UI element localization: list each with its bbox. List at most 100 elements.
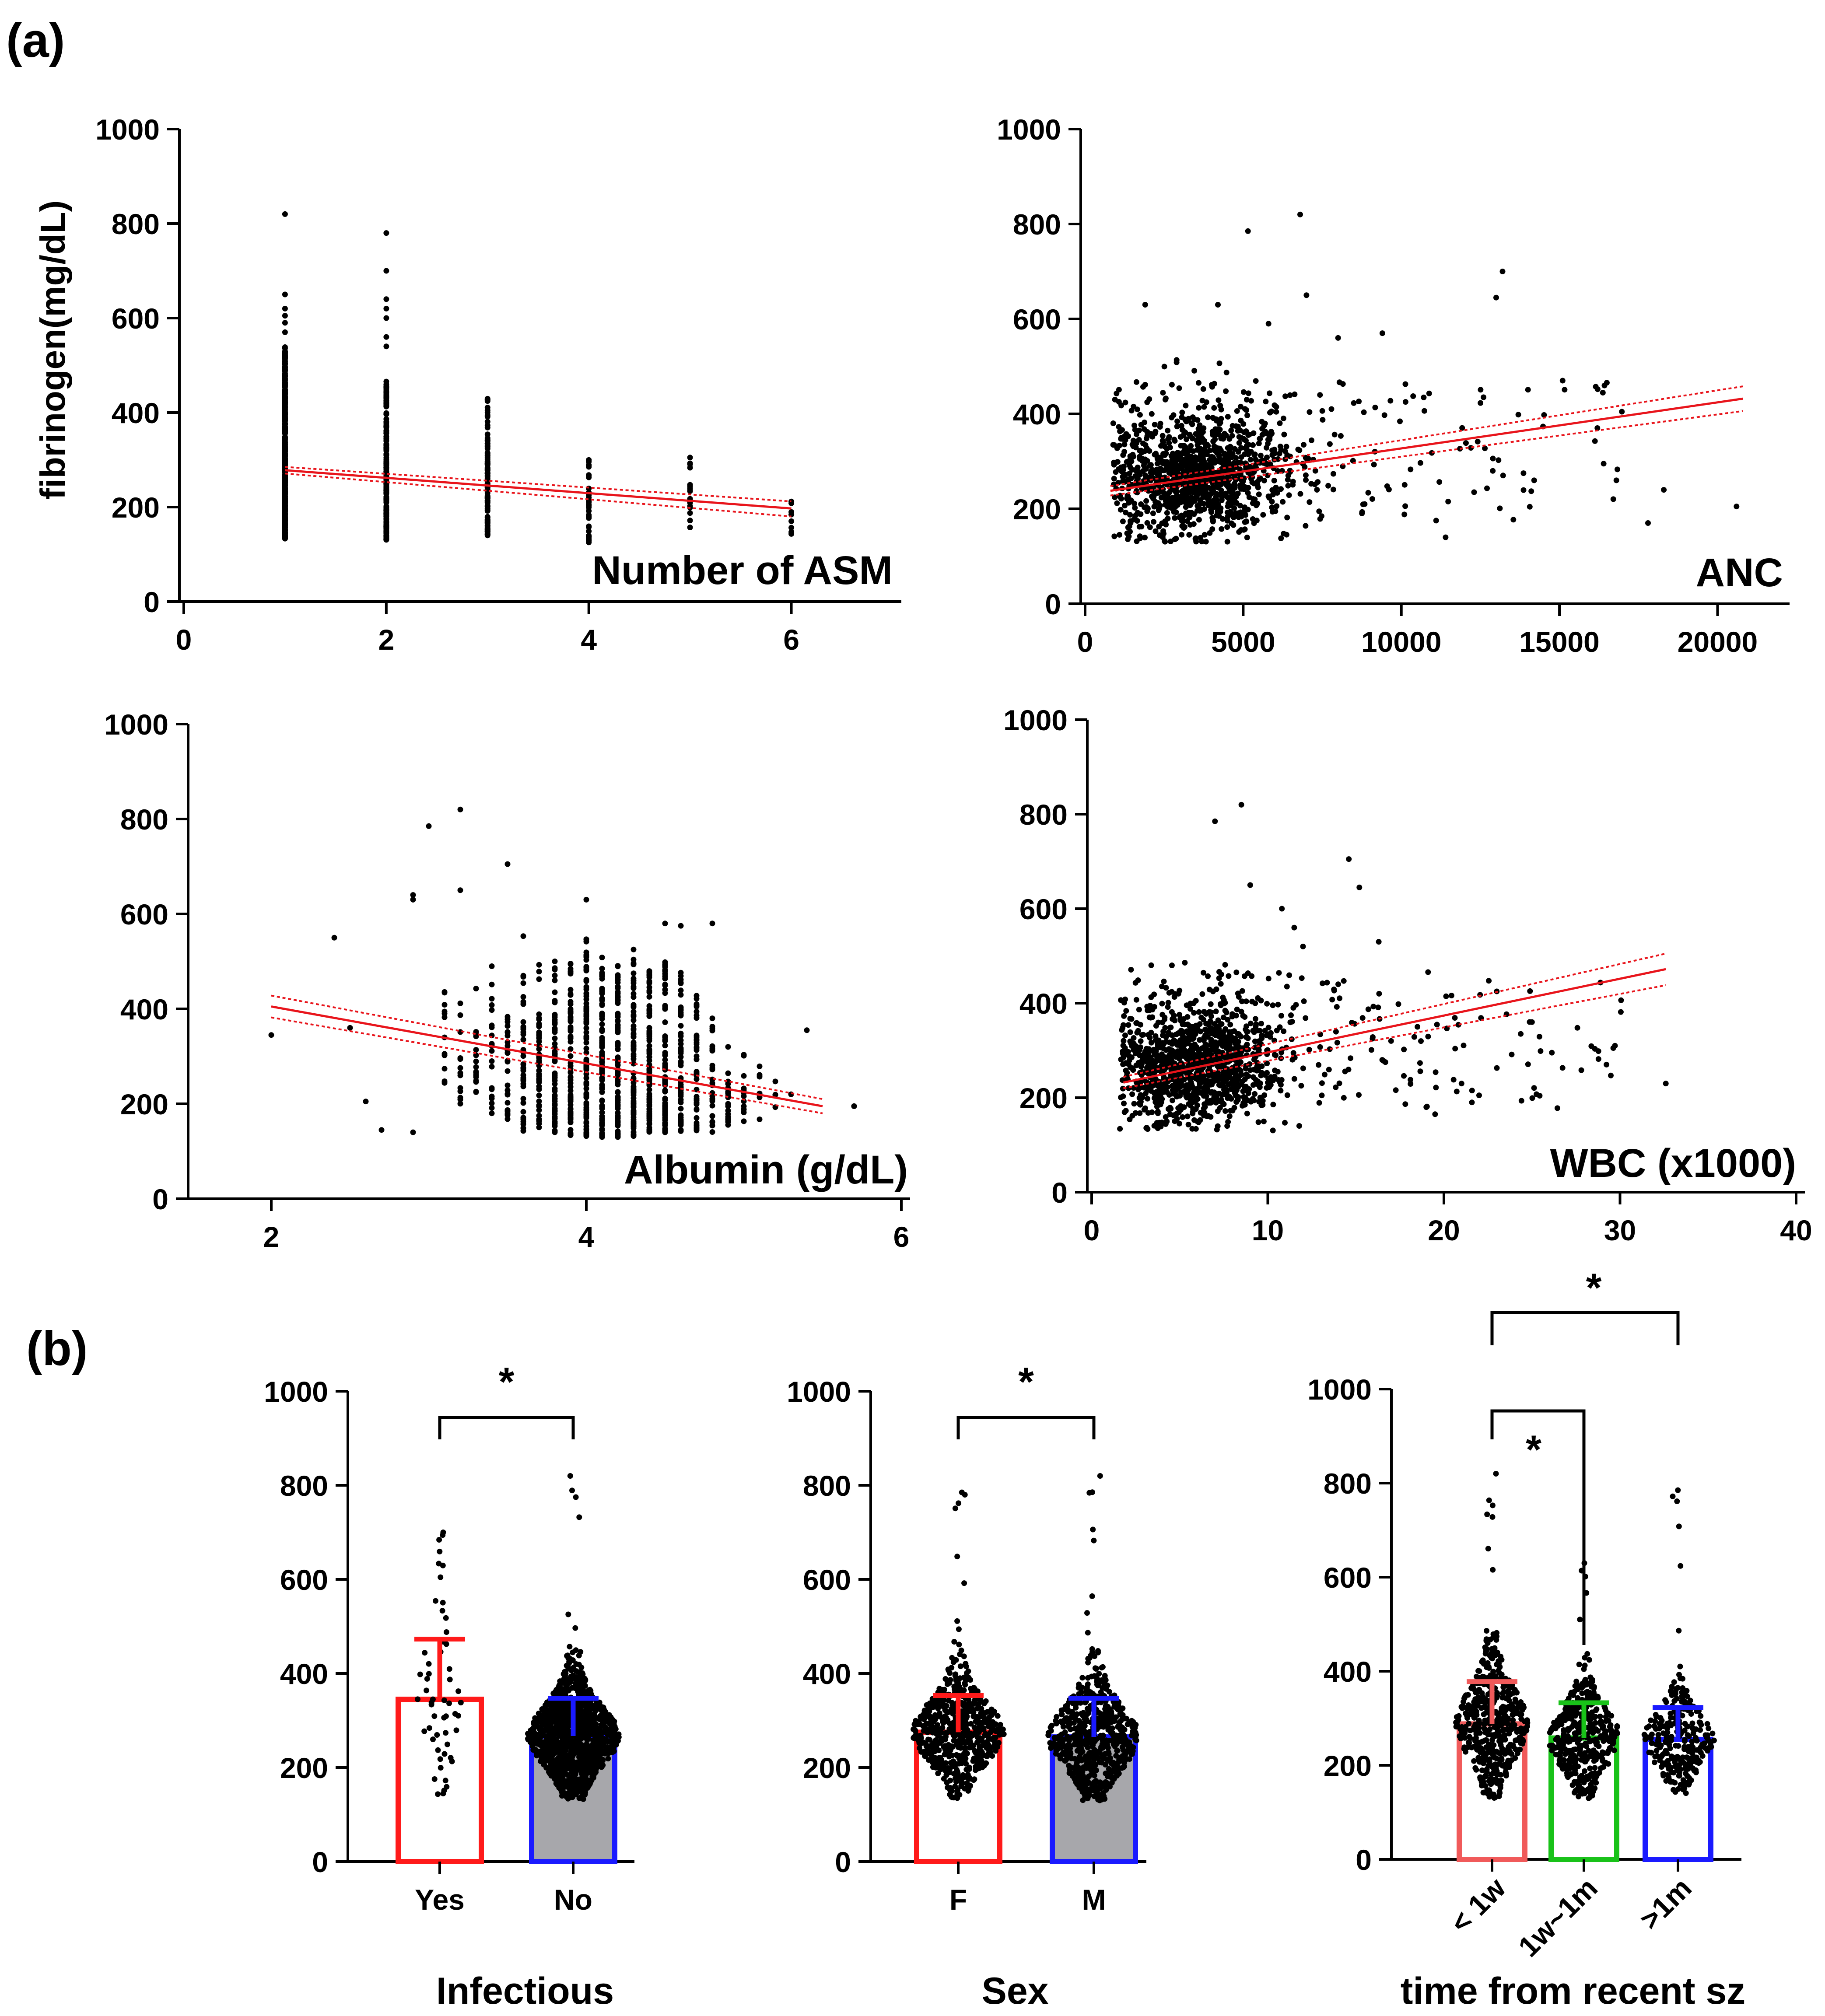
data-point — [428, 1700, 434, 1706]
data-point — [484, 466, 490, 472]
data-point — [1189, 458, 1195, 464]
data-point — [1264, 461, 1270, 467]
data-point — [383, 419, 389, 425]
y-tick-label: 600 — [120, 898, 168, 931]
data-point — [646, 1091, 652, 1097]
data-point — [583, 1082, 589, 1088]
data-point — [1132, 427, 1138, 433]
data-point — [1215, 509, 1221, 515]
y-tick-label: 400 — [120, 993, 168, 1026]
data-point — [646, 1095, 652, 1101]
data-point — [504, 1014, 511, 1020]
data-point — [1181, 443, 1187, 448]
data-point — [1274, 503, 1280, 509]
data-point — [1209, 1039, 1215, 1045]
data-point — [1168, 1024, 1174, 1030]
data-point — [1201, 468, 1207, 474]
data-point — [1135, 476, 1141, 482]
data-point — [725, 1078, 731, 1085]
data-point — [1136, 1100, 1142, 1106]
data-point — [1264, 1001, 1270, 1007]
data-point — [599, 1086, 605, 1092]
data-point — [410, 1129, 416, 1135]
data-point — [1155, 1043, 1161, 1049]
y-tick-label: 600 — [1013, 303, 1061, 336]
data-point — [1381, 412, 1387, 418]
data-point — [1156, 490, 1162, 496]
data-point — [1216, 1082, 1222, 1088]
data-point — [1243, 518, 1249, 524]
data-point — [1151, 1095, 1157, 1101]
data-point — [441, 989, 448, 995]
data-point — [662, 1088, 668, 1094]
data-point — [1199, 483, 1205, 489]
data-point — [536, 1035, 542, 1041]
data-point — [576, 1514, 582, 1520]
y-tick-label: 800 — [1019, 798, 1068, 831]
data-point — [1241, 973, 1247, 979]
data-point — [1145, 1110, 1151, 1116]
data-point — [489, 981, 495, 987]
data-point — [599, 1035, 605, 1041]
data-point — [567, 971, 574, 976]
data-point — [415, 1696, 420, 1702]
data-point — [1149, 494, 1155, 499]
data-point — [583, 957, 589, 963]
data-point — [1290, 1005, 1296, 1011]
data-point — [725, 1103, 731, 1109]
data-point — [552, 1036, 558, 1041]
data-point — [1194, 417, 1201, 423]
data-point — [631, 994, 637, 1000]
data-point — [552, 1074, 558, 1081]
data-point — [282, 490, 288, 495]
data-point — [441, 1788, 447, 1793]
data-point — [694, 1008, 700, 1015]
data-point — [1223, 1026, 1229, 1032]
data-point — [631, 1080, 637, 1086]
data-point — [1275, 1069, 1281, 1074]
data-point — [615, 1078, 621, 1085]
data-point — [1186, 532, 1192, 538]
data-point — [1134, 1020, 1140, 1026]
data-point — [1202, 1088, 1208, 1094]
data-point — [282, 372, 288, 378]
data-point — [678, 1054, 684, 1060]
data-point — [709, 1047, 715, 1054]
data-point — [536, 1118, 542, 1124]
y-tick-label: 200 — [280, 1752, 328, 1784]
data-point — [1326, 1067, 1332, 1073]
data-point — [1199, 398, 1205, 404]
data-point — [1562, 387, 1568, 393]
data-point — [1126, 533, 1132, 539]
data-point — [1179, 488, 1185, 494]
data-point — [1196, 517, 1202, 523]
data-point — [473, 1088, 479, 1095]
data-point — [1224, 539, 1230, 545]
data-point — [1395, 1001, 1401, 1007]
data-point — [567, 1053, 574, 1059]
data-point — [1265, 321, 1272, 327]
data-point — [1165, 491, 1171, 497]
data-point — [1436, 479, 1443, 485]
data-point — [583, 1019, 589, 1026]
data-point — [1253, 378, 1259, 384]
y-tick-label: 800 — [280, 1470, 328, 1502]
data-point — [473, 1070, 479, 1076]
data-point — [1433, 1069, 1439, 1075]
data-point — [473, 1047, 479, 1053]
data-point — [1135, 1086, 1142, 1092]
data-point — [583, 1075, 589, 1081]
data-point — [1244, 1110, 1250, 1116]
data-point — [1121, 1054, 1127, 1060]
data-point — [1223, 490, 1229, 497]
data-point — [1124, 494, 1131, 500]
data-point — [1402, 503, 1408, 509]
data-point — [1278, 535, 1284, 541]
data-point — [662, 959, 668, 965]
data-point — [1213, 1008, 1219, 1015]
data-point — [536, 1015, 542, 1021]
data-point — [1496, 457, 1502, 463]
data-point — [1122, 503, 1128, 509]
data-point — [1129, 441, 1135, 448]
data-point — [615, 1012, 621, 1018]
